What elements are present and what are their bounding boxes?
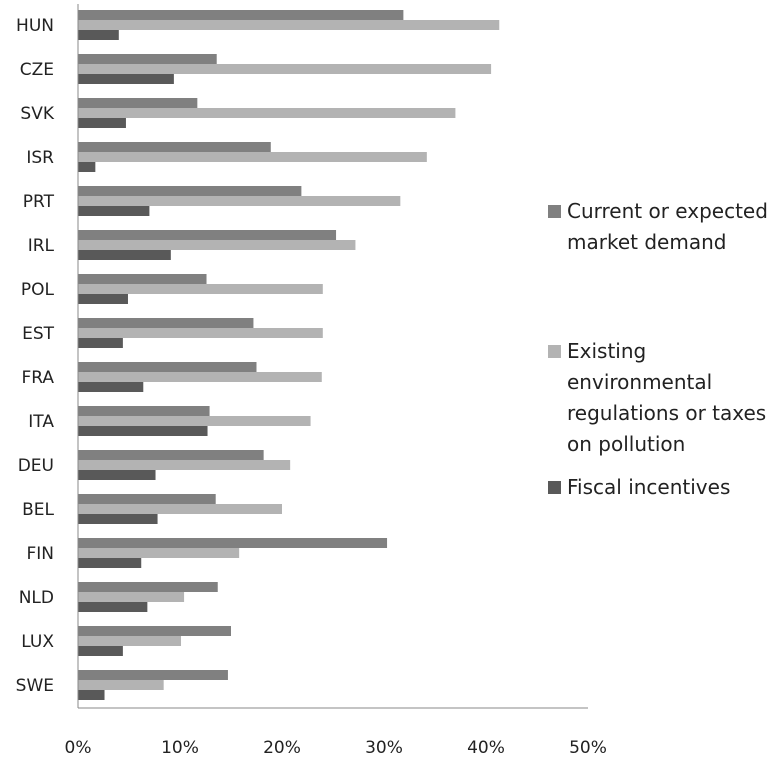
bar [78,118,126,128]
y-tick-label: FIN [26,544,54,564]
y-tick-label: SWE [16,676,54,696]
x-tick-label: 40% [467,738,505,758]
bar [78,294,128,304]
bar [78,372,322,382]
bar [78,152,427,162]
bar [78,416,311,426]
y-tick-label: DEU [18,456,54,476]
bar [78,108,456,118]
bar [78,426,208,436]
bar [78,680,164,690]
bar [78,142,271,152]
legend-label: Fiscal incentives [567,475,731,499]
bar [78,20,500,30]
bar [78,382,144,392]
bar [78,602,148,612]
bar [78,30,119,40]
bar [78,328,323,338]
legend-label: Existing environmental regulations or ta… [567,339,767,456]
bar [78,582,218,592]
bar [78,186,302,196]
legend-swatch [548,205,561,218]
bar [78,504,282,514]
bar [78,64,492,74]
x-tick-label: 20% [263,738,301,758]
x-tick-label: 50% [569,738,607,758]
bar [78,514,158,524]
y-tick-label: CZE [20,60,54,80]
legend-item: Current or expected market demand [548,196,784,258]
bar [78,626,231,636]
bar [78,284,323,294]
legend-swatch [548,481,561,494]
y-tick-label: NLD [19,588,54,608]
bar [78,338,123,348]
bar [78,54,217,64]
y-tick-label: SVK [20,104,54,124]
bar [78,196,401,206]
bar [78,240,356,250]
y-tick-label: PRT [23,192,55,212]
bar [78,460,291,470]
bar [78,470,156,480]
y-tick-label: LUX [21,632,54,652]
bar [78,636,182,646]
legend-item: Existing environmental regulations or ta… [548,336,784,460]
bar [78,592,185,602]
y-tick-label: ITA [28,412,54,432]
y-tick-label: POL [21,280,55,300]
bar [78,162,96,172]
bar [78,250,171,260]
bar [78,538,388,548]
bar [78,646,123,656]
bar [78,690,105,700]
legend-swatch [548,345,561,358]
bar [78,558,142,568]
bar [78,98,198,108]
x-tick-label: 30% [365,738,403,758]
y-tick-label: FRA [21,368,54,388]
legend-item: Fiscal incentives [548,472,784,503]
bar [78,406,210,416]
bar [78,10,404,20]
bar [78,318,254,328]
bar [78,494,216,504]
bar [78,548,240,558]
x-tick-label: 0% [65,738,92,758]
y-tick-label: EST [22,324,55,344]
bar [78,450,264,460]
bar [78,274,207,284]
bar [78,670,228,680]
bar [78,230,337,240]
bar [78,74,174,84]
x-tick-label: 10% [161,738,199,758]
bar [78,206,150,216]
y-tick-label: HUN [16,16,54,36]
bar [78,362,257,372]
legend-label: Current or expected market demand [567,199,768,254]
y-tick-label: IRL [28,236,55,256]
y-tick-label: BEL [22,500,54,520]
y-tick-label: ISR [26,148,54,168]
